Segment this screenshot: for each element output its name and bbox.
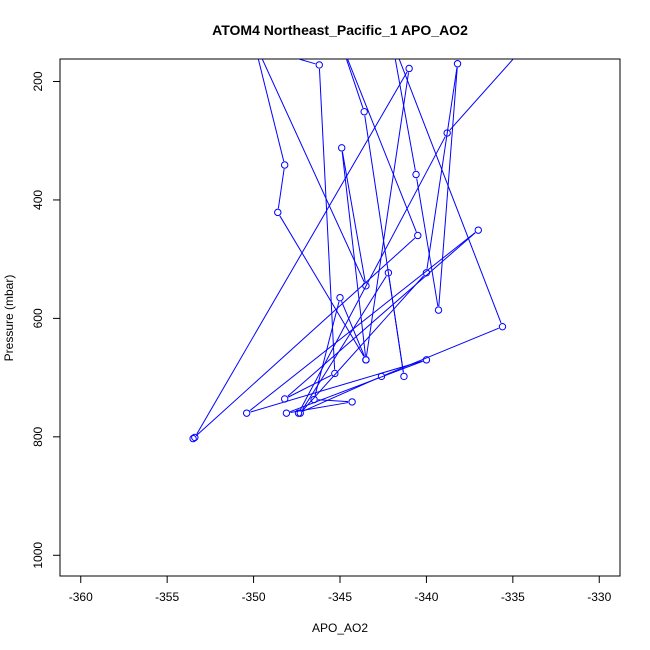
series-segment [290, 402, 349, 413]
data-point [422, 269, 431, 277]
series-segment [314, 301, 340, 396]
series-segment [394, 59, 416, 171]
series-segment [318, 399, 349, 403]
data-point [362, 356, 370, 364]
data-point [280, 395, 289, 403]
series-segment [449, 59, 514, 131]
series-segment [195, 237, 416, 437]
series-segment [384, 327, 499, 376]
data-point [422, 356, 431, 364]
x-tick-label: -345 [328, 590, 352, 604]
y-axis: 200 400 600 800 1000 [31, 71, 61, 569]
series-segment [261, 59, 365, 283]
series-segment [279, 215, 365, 357]
x-axis-label: APO_AO2 [312, 621, 368, 635]
series-segment [296, 59, 316, 65]
x-tick-label: -360 [69, 590, 93, 604]
data-point [412, 170, 420, 179]
data-point [282, 409, 291, 417]
series-layer [189, 37, 533, 443]
series-segment [366, 72, 410, 356]
y-tick-label: 600 [31, 308, 45, 328]
y-tick-label: 800 [31, 426, 45, 446]
data-point [384, 269, 393, 277]
x-tick-label: -335 [501, 590, 525, 604]
data-point [294, 409, 303, 417]
series-segment [301, 275, 387, 411]
chart-title: ATOM4 Northeast_Pacific_1 APO_AO2 [212, 22, 468, 38]
data-point [331, 369, 339, 378]
series-segment [398, 59, 502, 324]
data-point [405, 64, 413, 73]
series-segment [345, 59, 364, 109]
data-point [362, 282, 370, 290]
data-point [336, 293, 344, 302]
series-segment [299, 136, 446, 410]
data-point [338, 144, 346, 152]
data-point [310, 395, 318, 404]
data-point [414, 231, 422, 240]
x-tick-label: -330 [587, 590, 611, 604]
series-segment [416, 178, 439, 307]
y-tick-label: 1000 [31, 542, 45, 569]
series-segment [341, 151, 366, 356]
series-segment [250, 360, 423, 413]
series-segment [249, 232, 476, 412]
data-point [280, 161, 289, 169]
data-point [274, 208, 282, 217]
series-segment [277, 168, 285, 209]
series-segment [257, 59, 285, 162]
y-axis-label: Pressure (mbar) [2, 275, 16, 362]
x-axis: -360 -355 -350 -345 -340 -335 -330 [69, 575, 612, 604]
y-tick-label: 400 [31, 190, 45, 210]
series-segment [289, 360, 423, 413]
data-point [498, 322, 507, 331]
data-point [191, 433, 199, 442]
data-point [443, 129, 451, 137]
series-segment [388, 276, 404, 373]
y-tick-label: 200 [31, 71, 45, 91]
data-point [360, 108, 368, 116]
series-segment [341, 151, 366, 282]
data-point [400, 372, 408, 381]
plot-frame [59, 58, 621, 577]
series-segment [426, 67, 458, 269]
data-point [189, 434, 197, 443]
x-tick-label: -350 [242, 590, 266, 604]
data-point [377, 372, 386, 381]
x-tick-label: -355 [155, 590, 179, 604]
series-segment [288, 374, 332, 398]
series-segment [196, 71, 408, 435]
series-segment [347, 59, 417, 232]
data-point [315, 61, 323, 69]
data-point [242, 409, 251, 417]
series-segment [301, 377, 379, 412]
data-point [434, 306, 443, 314]
data-point [348, 398, 356, 406]
series-segment [302, 275, 425, 411]
x-tick-label: -340 [414, 590, 438, 604]
data-point [453, 60, 462, 68]
series-segment [318, 68, 336, 370]
series-segment [287, 232, 476, 397]
data-point [527, 37, 533, 43]
data-point [474, 226, 482, 234]
